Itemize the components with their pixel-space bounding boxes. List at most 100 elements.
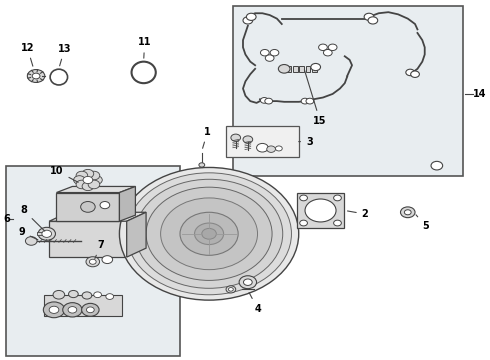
Circle shape — [411, 71, 419, 77]
Bar — [299, 66, 304, 72]
Text: 7: 7 — [95, 240, 104, 258]
Circle shape — [77, 172, 98, 188]
Circle shape — [86, 257, 99, 267]
Bar — [293, 66, 298, 72]
Circle shape — [239, 276, 257, 289]
Bar — [312, 66, 317, 72]
Circle shape — [404, 210, 411, 215]
Polygon shape — [127, 212, 146, 257]
Circle shape — [323, 49, 332, 56]
Circle shape — [300, 195, 307, 201]
Circle shape — [76, 171, 88, 180]
Text: 2: 2 — [347, 209, 368, 219]
Circle shape — [82, 292, 92, 299]
Circle shape — [74, 176, 85, 184]
Circle shape — [406, 69, 415, 76]
Circle shape — [400, 207, 415, 218]
Circle shape — [127, 173, 292, 295]
Circle shape — [202, 228, 217, 239]
Circle shape — [226, 286, 236, 293]
Circle shape — [82, 170, 94, 178]
Text: 10: 10 — [50, 166, 78, 182]
Circle shape — [89, 259, 96, 264]
Circle shape — [305, 199, 336, 222]
Text: 6: 6 — [3, 215, 10, 224]
Circle shape — [195, 223, 223, 244]
Circle shape — [146, 187, 272, 280]
Circle shape — [102, 256, 113, 264]
Circle shape — [83, 176, 93, 184]
Circle shape — [100, 202, 110, 209]
Text: 1: 1 — [202, 127, 211, 148]
Circle shape — [180, 212, 238, 255]
Circle shape — [69, 291, 78, 298]
Bar — [287, 66, 292, 72]
Circle shape — [88, 180, 100, 189]
Text: 15: 15 — [304, 70, 327, 126]
Polygon shape — [120, 186, 135, 221]
Text: 9: 9 — [18, 227, 38, 240]
Circle shape — [25, 237, 37, 245]
Bar — [37, 232, 48, 235]
Circle shape — [228, 288, 233, 291]
Bar — [49, 221, 127, 257]
Bar — [233, 6, 464, 176]
Circle shape — [68, 307, 77, 313]
Circle shape — [265, 98, 272, 104]
Circle shape — [106, 294, 114, 300]
Circle shape — [261, 49, 269, 56]
Circle shape — [257, 143, 268, 152]
Bar — [226, 126, 299, 157]
Circle shape — [82, 182, 94, 190]
Circle shape — [161, 198, 258, 270]
Text: 3: 3 — [299, 137, 313, 147]
Circle shape — [265, 55, 274, 61]
Circle shape — [431, 161, 442, 170]
Circle shape — [94, 292, 101, 298]
Bar — [297, 193, 344, 228]
Circle shape — [135, 179, 283, 288]
Circle shape — [76, 180, 88, 189]
Circle shape — [244, 279, 252, 285]
Circle shape — [278, 64, 290, 73]
Circle shape — [261, 98, 268, 103]
Circle shape — [27, 69, 45, 82]
Circle shape — [300, 220, 307, 226]
Circle shape — [306, 98, 314, 104]
Circle shape — [91, 176, 102, 184]
Circle shape — [318, 44, 327, 50]
Circle shape — [231, 134, 241, 141]
Polygon shape — [56, 186, 135, 193]
Circle shape — [86, 307, 94, 313]
Circle shape — [311, 63, 320, 71]
Text: 8: 8 — [21, 206, 45, 231]
Circle shape — [88, 171, 100, 180]
Circle shape — [364, 13, 374, 21]
Circle shape — [334, 220, 342, 226]
Circle shape — [32, 73, 40, 79]
Bar — [5, 166, 180, 356]
Ellipse shape — [136, 65, 151, 80]
Polygon shape — [49, 212, 146, 221]
Circle shape — [53, 291, 65, 299]
Circle shape — [275, 146, 282, 151]
Bar — [56, 193, 120, 221]
Circle shape — [63, 303, 82, 317]
Circle shape — [199, 163, 205, 167]
Circle shape — [334, 195, 342, 201]
Circle shape — [243, 136, 253, 143]
Circle shape — [42, 230, 51, 237]
Bar — [44, 295, 122, 316]
Circle shape — [301, 98, 309, 104]
Circle shape — [267, 146, 275, 152]
Bar — [305, 66, 310, 72]
Text: 11: 11 — [138, 37, 151, 58]
Circle shape — [82, 303, 99, 316]
Circle shape — [246, 13, 256, 21]
Circle shape — [81, 202, 95, 212]
Circle shape — [270, 49, 279, 56]
Text: 13: 13 — [58, 44, 72, 66]
Circle shape — [368, 17, 378, 24]
Text: 14: 14 — [473, 89, 487, 99]
Circle shape — [49, 306, 59, 314]
